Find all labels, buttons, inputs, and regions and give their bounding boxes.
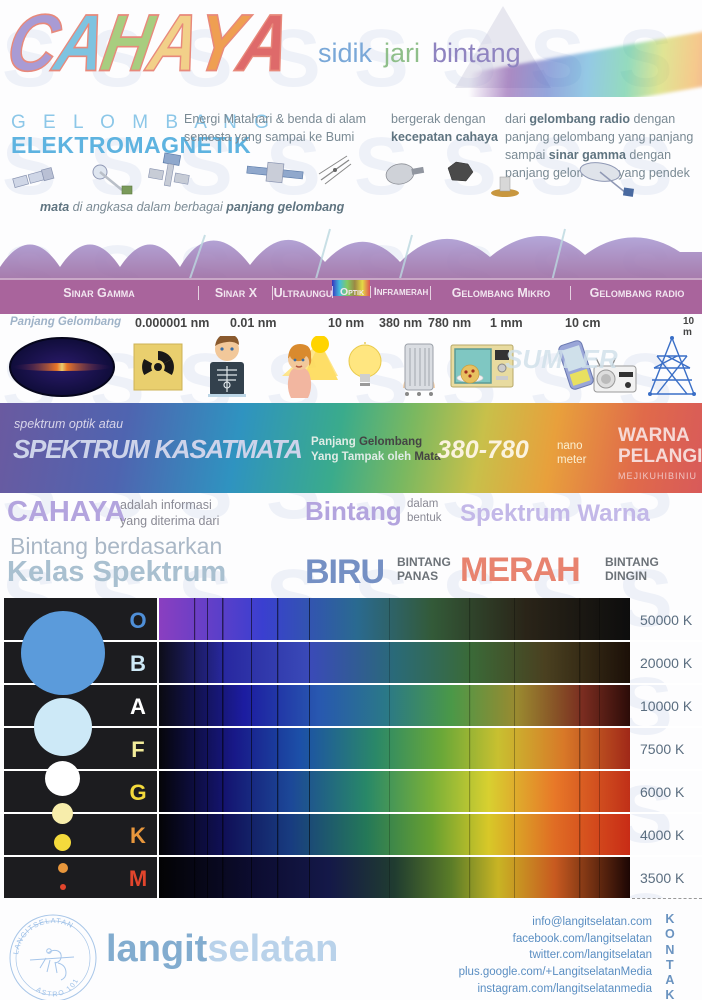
svg-text:LANGITSELATAN: LANGITSELATAN [11,916,75,955]
